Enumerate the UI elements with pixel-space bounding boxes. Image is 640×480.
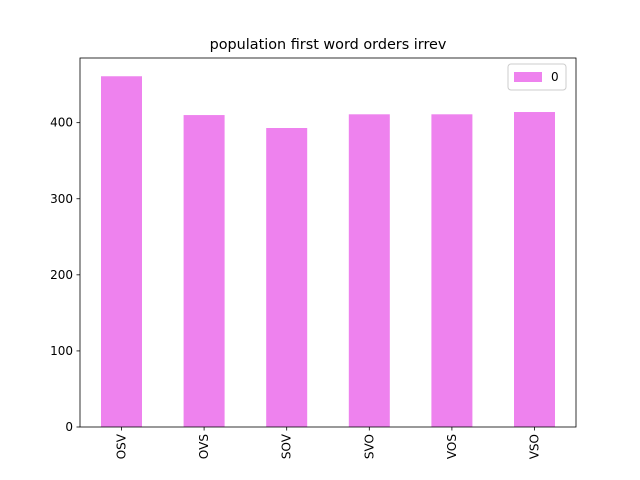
y-tick-label: 300 xyxy=(50,192,73,206)
x-tick-label: SVO xyxy=(362,434,376,459)
axes-layer: OSV OVS SOV SVO VOS VSO 0 100 200 300 400 xyxy=(50,57,577,459)
bars-layer xyxy=(101,76,555,428)
axes-frame xyxy=(79,57,577,428)
bar-vos xyxy=(431,114,473,428)
y-tick-label: 100 xyxy=(50,344,73,358)
y-tick-label: 0 xyxy=(65,420,73,434)
x-tick-label: OSV xyxy=(115,433,129,459)
legend-label: 0 xyxy=(551,70,559,84)
y-tick-label: 400 xyxy=(50,116,73,130)
x-tick-label: VOS xyxy=(445,434,459,459)
x-tick-label: OVS xyxy=(197,434,211,459)
bar-svo xyxy=(348,114,390,428)
legend-swatch xyxy=(514,72,542,82)
bar-vso xyxy=(514,112,555,428)
x-tick-label: VSO xyxy=(528,434,542,459)
chart-title: population first word orders irrev xyxy=(210,37,447,53)
bar-ovs xyxy=(183,115,225,427)
legend: 0 xyxy=(507,63,567,91)
y-tick-label: 200 xyxy=(50,268,73,282)
bar-osv xyxy=(101,76,142,427)
x-tick-label: SOV xyxy=(280,433,294,459)
bar-sov xyxy=(266,128,308,427)
